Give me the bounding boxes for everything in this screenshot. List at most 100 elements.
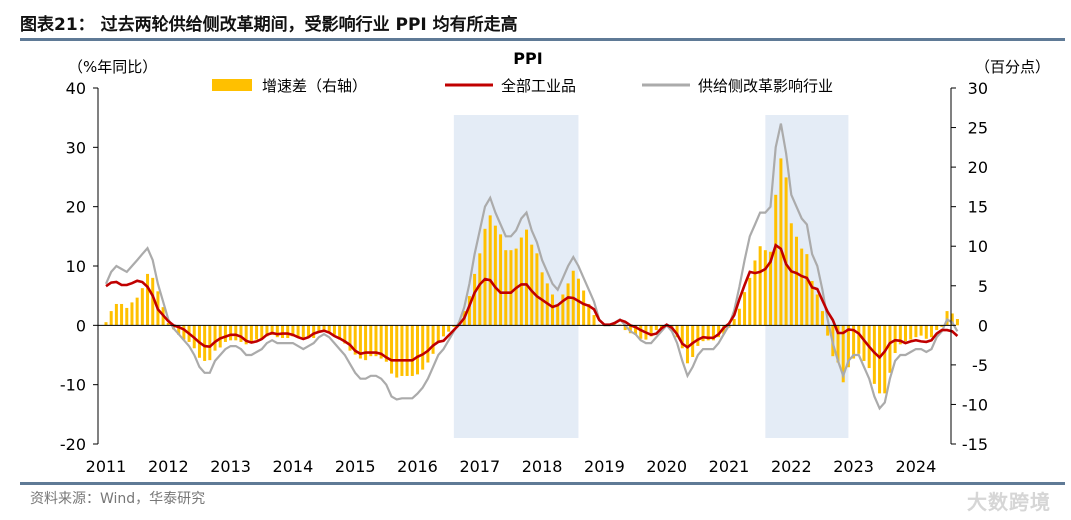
gap-bar [390,325,394,374]
gap-bar [395,325,399,378]
gap-bar [898,325,902,345]
gap-bar [104,322,108,326]
right-tick-label: 0 [978,316,988,335]
gap-bar [369,325,373,357]
gap-bar [332,325,336,335]
gap-bar [374,325,378,357]
gap-bar [955,319,959,326]
gap-bar [120,303,124,326]
legend-supply-label: 供给侧改革影响行业 [698,77,833,95]
gap-bar [218,325,222,348]
gap-bar [353,325,357,355]
x-tick-label: 2011 [86,457,127,476]
gap-bar [488,215,492,326]
gap-bar [550,294,554,326]
gap-bar [509,250,513,326]
gap-bar [940,325,944,327]
gap-bar [499,234,503,326]
gap-bar [691,325,695,357]
gap-bar [929,325,933,338]
gap-bar [166,322,170,326]
gap-bar [504,250,508,326]
x-tick-label: 2017 [459,457,500,476]
gap-bar [701,325,705,342]
gap-bar [109,311,113,326]
gap-bar [234,325,238,341]
gap-bar [743,292,747,326]
gap-bar [519,237,523,326]
gap-bar [327,325,331,332]
left-tick-label: 10 [66,257,86,276]
gap-bar [904,325,908,342]
gap-bar [400,325,404,376]
gap-bar [114,303,118,326]
gap-bar [135,297,139,326]
gap-bar [364,325,368,361]
gap-bar [203,325,207,361]
gap-bar [358,325,362,359]
gap-bar [270,325,274,335]
gap-bar [483,228,487,326]
gap-bar [852,325,856,359]
gap-bar [265,325,269,337]
gap-bar [758,246,762,326]
gap-bar [286,325,290,338]
gap-bar [140,288,144,326]
gap-bar [675,325,679,338]
gap-bar [779,158,783,326]
gap-bar [535,253,539,326]
gap-bar [312,325,316,338]
gap-bar [914,325,918,338]
gap-bar [878,325,882,394]
x-tick-label: 2022 [771,457,812,476]
x-tick-label: 2023 [833,457,874,476]
gap-bar [909,325,913,340]
gap-bar [478,253,482,326]
figure-title: 图表21： 过去两轮供给侧改革期间，受影响行业 PPI 均有所走高 [20,15,518,35]
right-tick-label: -10 [962,395,988,414]
x-tick-label: 2013 [210,457,251,476]
x-tick-label: 2019 [584,457,625,476]
legend-gap-label: 增速差（右轴） [262,77,367,95]
right-tick-label: -5 [972,356,988,375]
supply-side-line [104,123,959,411]
gap-bar [447,325,451,332]
gap-bar [717,325,721,338]
gap-bar [431,325,435,354]
legend-gap-swatch [212,79,252,91]
gap-bar [260,325,264,339]
gap-bar [800,248,804,326]
gap-bar [649,325,653,337]
gap-bar [343,325,347,344]
gap-bar [685,325,689,364]
gap-bar [317,325,321,333]
gap-bar [125,307,129,326]
gap-bar [296,325,300,338]
x-tick-label: 2015 [335,457,376,476]
x-tick-label: 2021 [709,457,750,476]
gap-bar [421,325,425,370]
gap-bar [628,325,632,334]
gap-bar [177,325,181,335]
x-tick-label: 2012 [148,457,189,476]
right-tick-label: 15 [968,198,988,217]
gap-bar [322,325,326,331]
gap-bar [836,325,840,363]
gap-bar [815,294,819,326]
left-tick-label: 40 [66,79,86,98]
gap-bar [405,325,409,376]
gap-bar [130,302,134,326]
gap-bar [441,325,445,337]
left-tick-label: 30 [66,138,86,157]
gap-bar [301,325,305,339]
left-tick-label: 20 [66,198,86,217]
gap-bar [789,223,793,326]
gap-bar [857,325,861,354]
gap-bar [732,319,736,326]
gap-bar [561,294,565,326]
gap-bar [888,325,892,373]
gap-bar [338,325,342,340]
gap-bar [255,325,259,340]
